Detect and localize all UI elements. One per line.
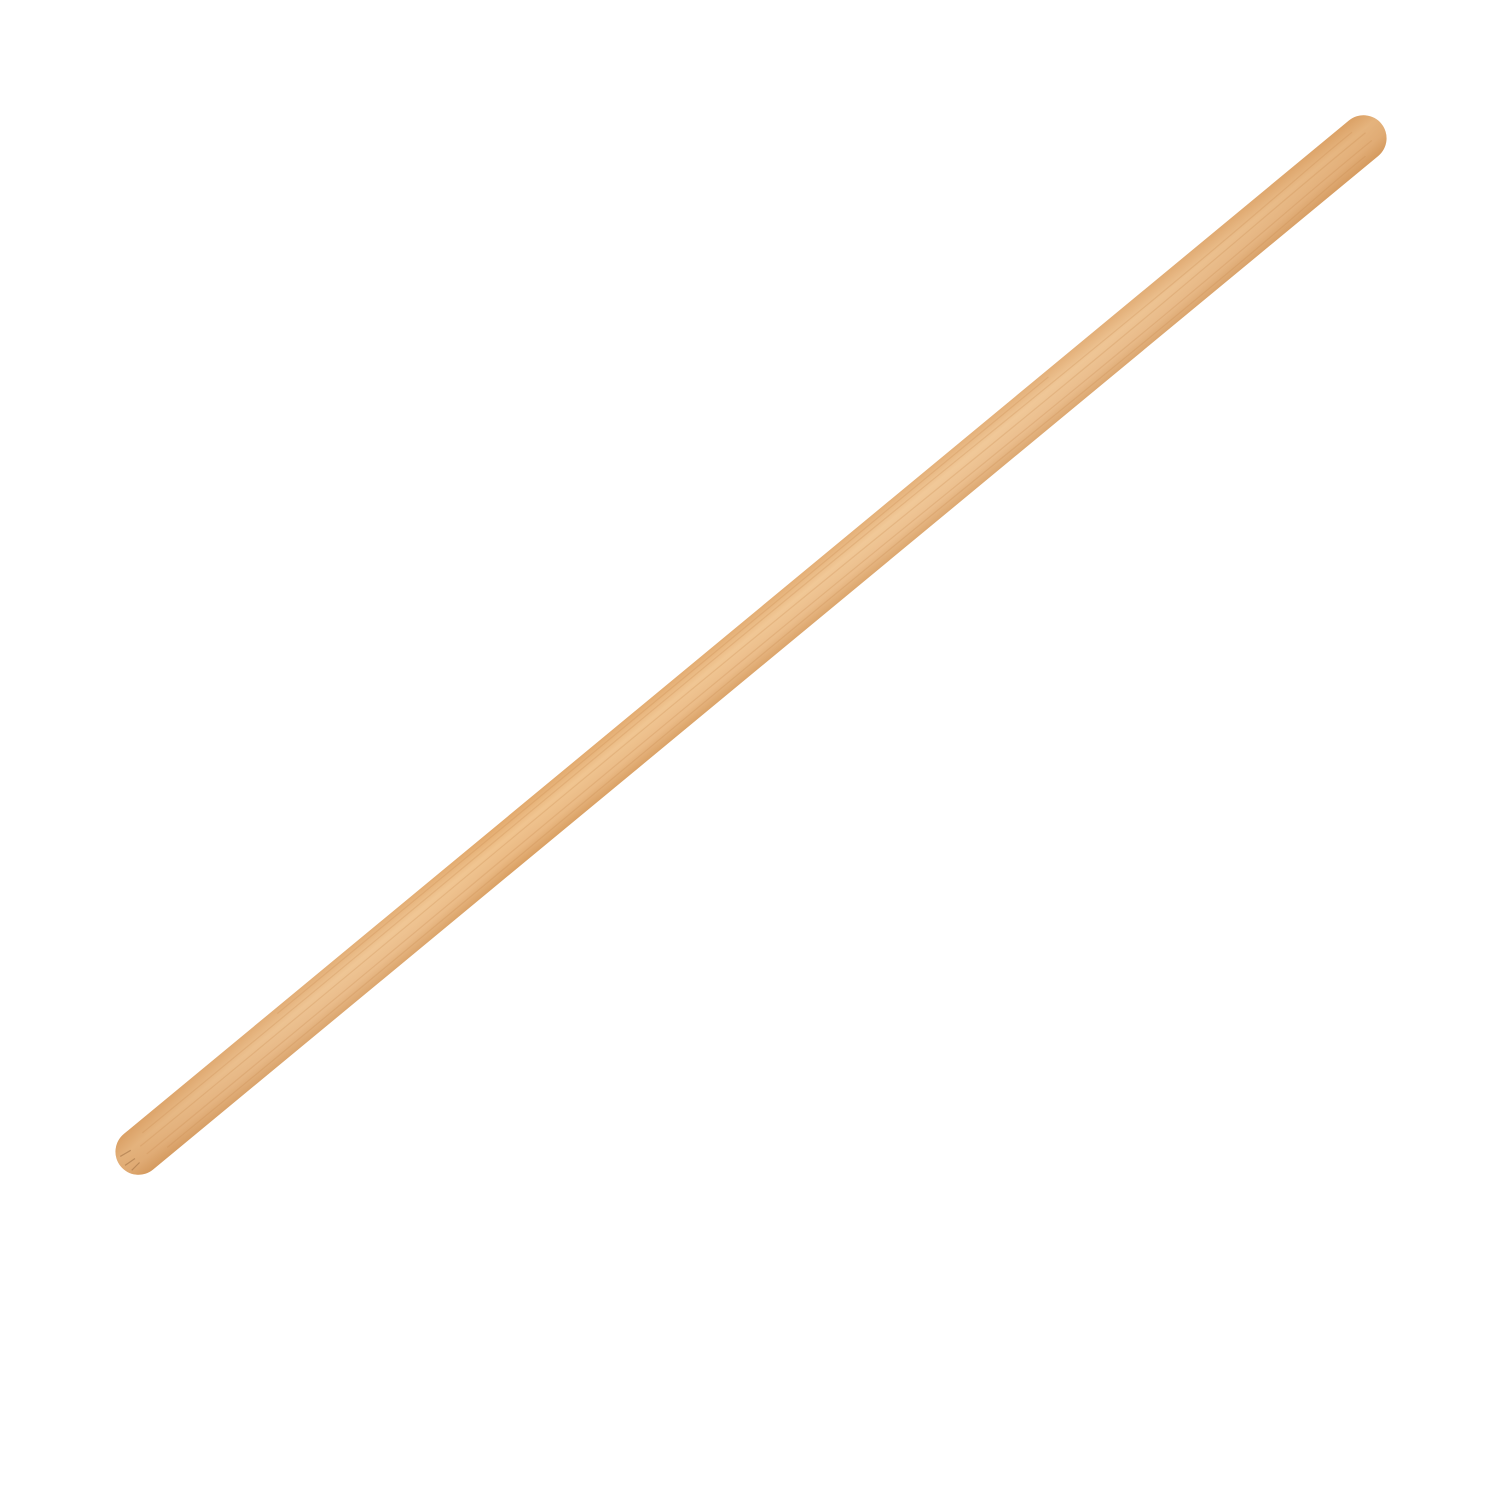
stick-shading xyxy=(115,115,1387,1175)
wooden-stir-stick xyxy=(115,115,1387,1175)
wood-grain xyxy=(140,131,1373,1155)
end-cracks xyxy=(119,1149,140,1171)
